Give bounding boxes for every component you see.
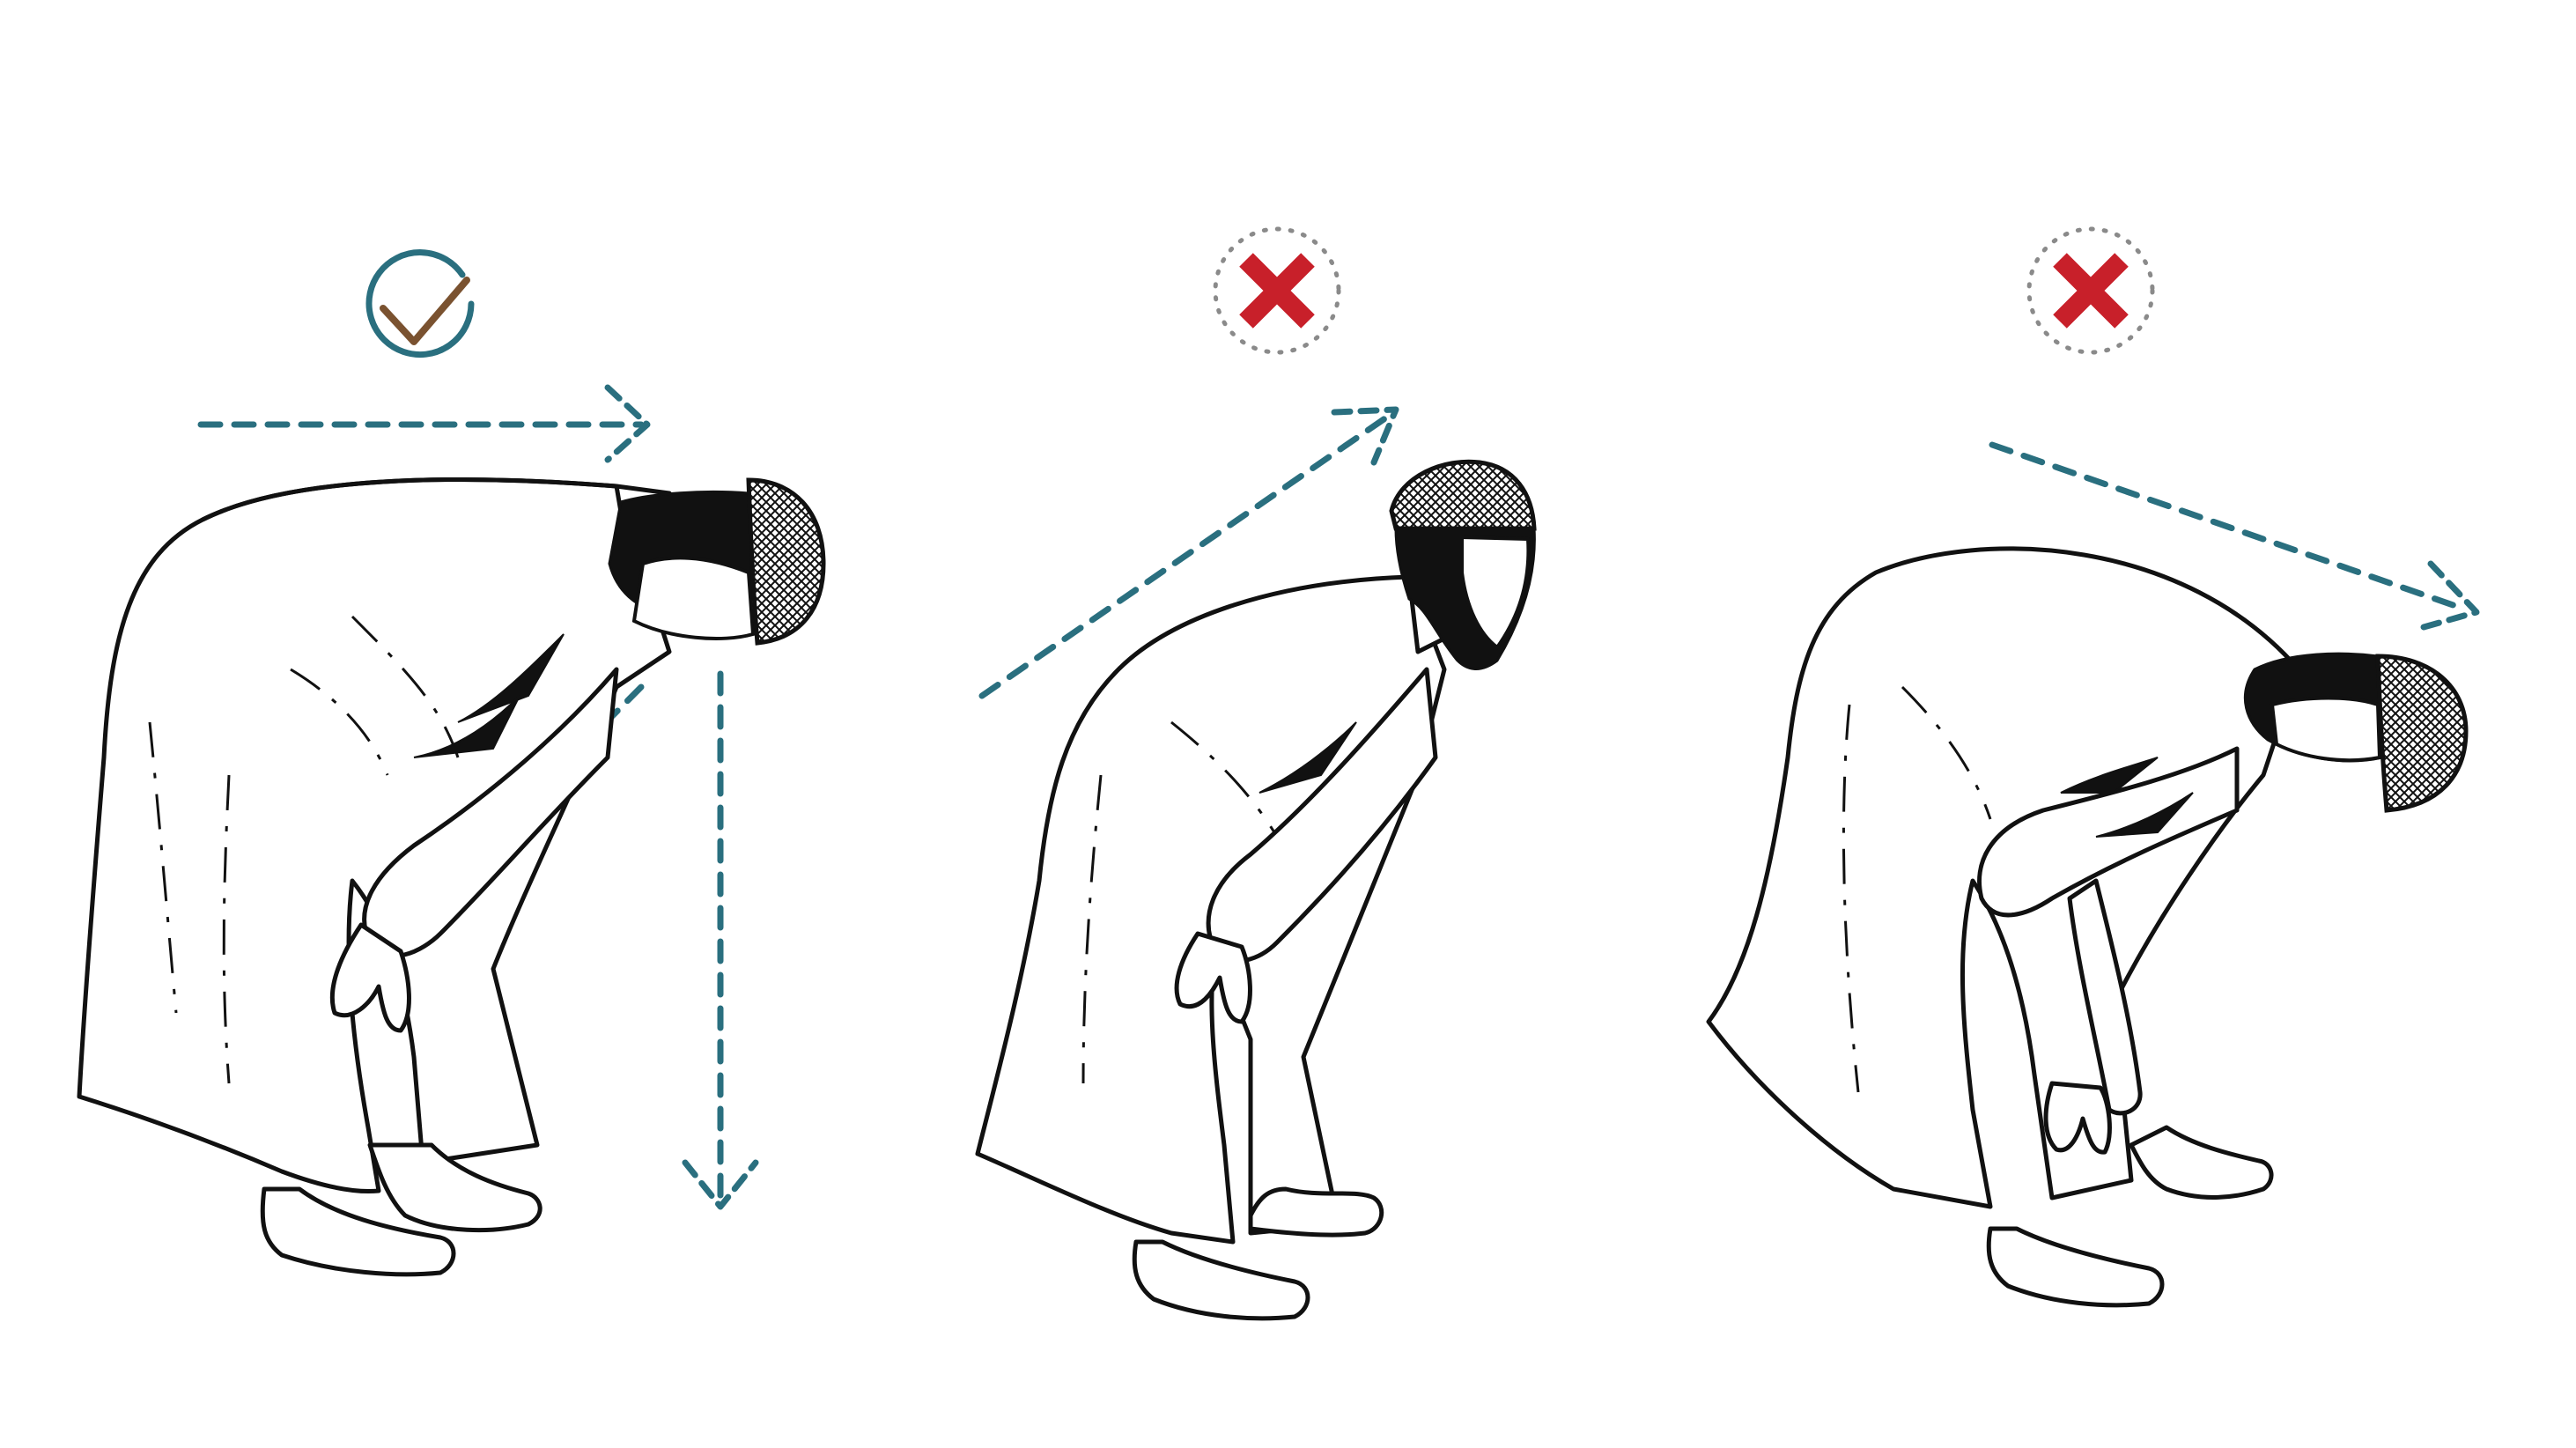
head-raised bbox=[1389, 459, 1537, 670]
panel-incorrect-head-lowered bbox=[1706, 226, 2480, 1308]
rising-back-arrow bbox=[978, 406, 1399, 699]
head-correct bbox=[608, 477, 826, 646]
panel-incorrect-head-raised bbox=[975, 226, 1537, 1321]
head-lowered bbox=[2243, 652, 2469, 813]
horizontal-back-arrow bbox=[197, 384, 651, 463]
figure-bowing-head-down bbox=[1706, 546, 2469, 1308]
figure-bowing-head-up bbox=[975, 459, 1537, 1321]
cross-dotted-circle-icon bbox=[2026, 226, 2155, 355]
vertical-head-arrow bbox=[682, 670, 759, 1210]
cross-dotted-circle-icon bbox=[1213, 226, 1341, 355]
panel-correct-posture bbox=[77, 249, 826, 1277]
figure-bowing-correct bbox=[77, 477, 826, 1277]
check-circle-icon bbox=[365, 249, 475, 358]
falling-back-arrow bbox=[1989, 441, 2480, 631]
